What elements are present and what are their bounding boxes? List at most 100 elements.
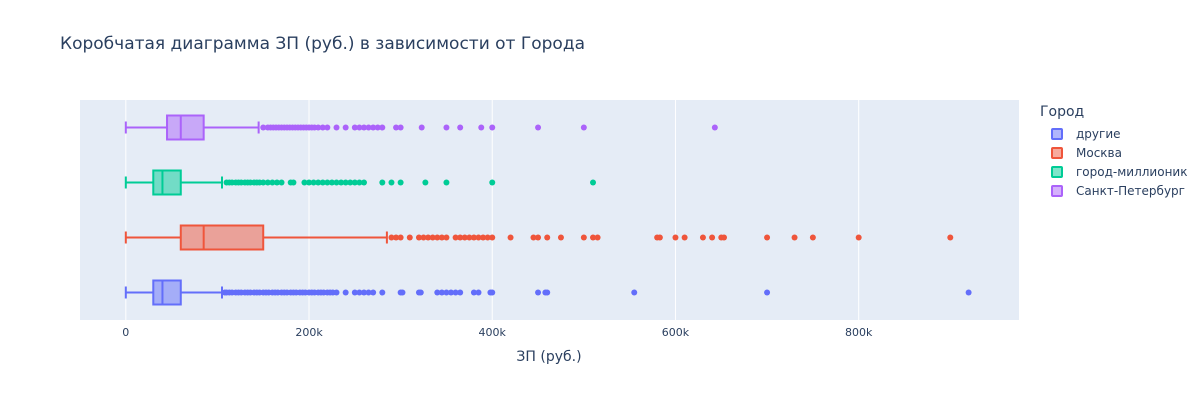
outlier-point [324,179,331,186]
outlier-point [457,289,464,296]
x-tick-label: 200k [295,326,323,339]
outlier-point [489,124,496,131]
outlier-point [507,234,514,241]
legend-item[interactable]: Санкт-Петербург [1040,181,1187,200]
outlier-point [315,179,322,186]
outlier-point [264,179,271,186]
outlier-point [443,124,450,131]
legend-item[interactable]: другие [1040,124,1187,143]
outlier-point [415,234,422,241]
outlier-point [443,179,450,186]
outlier-point [342,124,349,131]
outlier-point [310,179,317,186]
x-tick-label: 0 [122,326,129,339]
outlier-point [947,234,954,241]
outlier-point [425,234,432,241]
outlier-point [356,179,363,186]
legend-label: другие [1076,126,1121,141]
legend: Город другие Москва город-миллионик Санкт-П… [1040,104,1187,200]
legend-item[interactable]: город-миллионик [1040,162,1187,181]
outlier-point [475,234,482,241]
outlier-point [379,289,386,296]
plot-background [80,100,1019,320]
outlier-point [544,289,551,296]
outlier-point [544,234,551,241]
outlier-point [351,179,358,186]
outlier-point [448,289,455,296]
box-traces [124,114,972,306]
outlier-point [397,179,404,186]
outlier-point [438,289,445,296]
x-tick-labels: 0 200k 400k 600k 800k [122,326,873,339]
box-iqr [179,224,265,251]
legend-label: Москва [1076,145,1122,160]
outlier-point [269,179,276,186]
legend-item[interactable]: Москва [1040,143,1187,162]
box-trace [124,279,972,306]
outlier-point [791,234,798,241]
outlier-point [319,179,326,186]
outlier-point [342,179,349,186]
outlier-point [466,234,473,241]
outlier-point [480,234,487,241]
outlier-point [681,234,688,241]
outlier-point [260,179,267,186]
outlier-point [397,234,404,241]
outlier-point [365,124,372,131]
outlier-point [721,234,728,241]
x-gridlines [125,100,860,320]
legend-swatch [1051,165,1063,178]
outlier-point [397,124,404,131]
outlier-point [351,124,358,131]
legend-swatch [1051,127,1063,140]
legend-swatch [1051,184,1063,197]
outlier-point [393,234,400,241]
outlier-point [393,124,400,131]
legend-title: Город [1040,104,1085,120]
outlier-point [590,234,597,241]
outlier-point [333,179,340,186]
outlier-point [388,234,395,241]
outlier-point [399,289,406,296]
legend-swatch [1051,146,1063,159]
outlier-point [470,289,477,296]
outlier-point [535,124,542,131]
outlier-point [360,289,367,296]
outlier-point [360,124,367,131]
outlier-point [443,289,450,296]
outlier-point [319,124,326,131]
outlier-point [418,124,425,131]
x-tick-label: 800k [845,326,873,339]
outlier-point [338,179,345,186]
outlier-point [278,179,285,186]
outlier-point [484,234,491,241]
outlier-point [855,234,862,241]
outlier-point [461,234,468,241]
outlier-point [457,124,464,131]
outlier-point [590,179,597,186]
outlier-point [351,289,358,296]
outlier-point [342,289,349,296]
outlier-point [489,234,496,241]
outlier-point [709,234,716,241]
x-axis-label: ЗП (руб.) [516,349,581,365]
outlier-point [417,289,424,296]
outlier-point [699,234,706,241]
x-tick-label: 600k [662,326,690,339]
outlier-point [557,234,564,241]
outlier-point [489,289,496,296]
outlier-point [475,289,482,296]
outlier-point [457,234,464,241]
box-iqr [152,279,182,306]
outlier-point [379,179,386,186]
outlier-point [333,289,340,296]
box-iqr [166,114,205,141]
outlier-point [420,234,427,241]
legend-label: город-миллионик [1076,164,1188,179]
outlier-point [470,234,477,241]
outlier-point [594,234,601,241]
outlier-point [580,124,587,131]
outlier-point [356,289,363,296]
outlier-point [324,124,331,131]
